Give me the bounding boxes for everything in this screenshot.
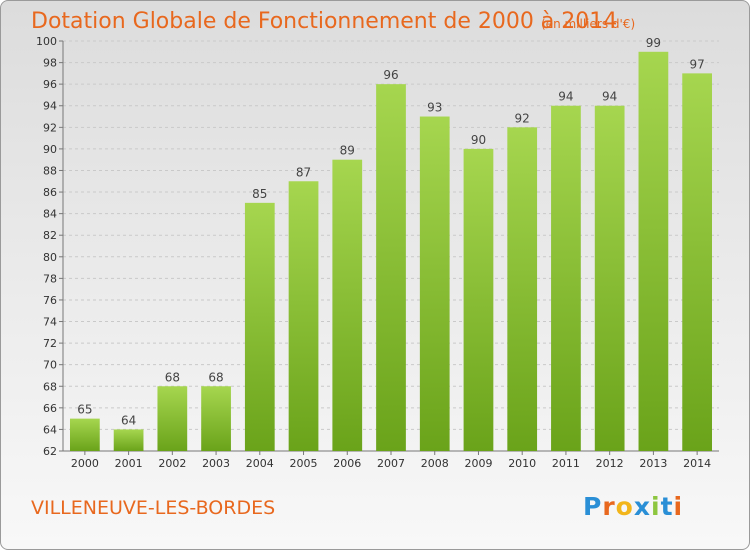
bar-value-label: 89	[340, 144, 355, 158]
y-tick-label: 100	[36, 35, 57, 48]
bar-value-label: 99	[646, 36, 661, 50]
logo-letter: P	[583, 492, 603, 521]
y-tick-label: 62	[43, 445, 57, 458]
bar	[113, 429, 144, 451]
x-tick-label: 2009	[464, 457, 492, 470]
logo-letter: i	[673, 492, 684, 521]
y-tick-label: 84	[43, 208, 57, 221]
chart-subtitle: (en milliers d'€)	[541, 17, 636, 31]
bar	[157, 386, 188, 451]
y-tick-label: 64	[43, 423, 57, 436]
y-tick-label: 88	[43, 164, 57, 177]
bar	[682, 73, 713, 452]
bar	[201, 386, 231, 451]
y-tick-label: 82	[43, 229, 57, 242]
bar-value-label: 94	[558, 90, 573, 104]
bar	[638, 51, 669, 451]
bar-value-label: 92	[515, 111, 530, 125]
x-tick-label: 2012	[596, 457, 624, 470]
x-tick-label: 2001	[115, 457, 143, 470]
y-tick-label: 86	[43, 186, 57, 199]
y-tick-label: 76	[43, 294, 57, 307]
bar	[507, 127, 538, 451]
bar	[288, 181, 319, 451]
bar	[463, 148, 494, 452]
chart-title: Dotation Globale de Fonctionnement de 20…	[31, 9, 618, 34]
x-tick-label: 2003	[202, 457, 230, 470]
y-tick-label: 70	[43, 359, 57, 372]
logo-letter: o	[615, 492, 634, 521]
bar-value-label: 85	[252, 187, 267, 201]
y-tick-label: 96	[43, 78, 57, 91]
x-tick-label: 2000	[71, 457, 99, 470]
x-tick-label: 2008	[421, 457, 449, 470]
y-tick-label: 66	[43, 402, 57, 415]
bar-value-label: 97	[689, 57, 704, 71]
bar	[551, 105, 581, 451]
bar-value-label: 68	[165, 370, 180, 384]
bar-value-label: 96	[383, 68, 398, 82]
bar	[419, 116, 450, 452]
y-tick-label: 98	[43, 57, 57, 70]
y-tick-label: 68	[43, 380, 57, 393]
y-tick-label: 94	[43, 100, 57, 113]
x-tick-label: 2005	[290, 457, 318, 470]
logo-letter: x	[633, 492, 651, 521]
x-tick-label: 2002	[158, 457, 186, 470]
logo-letter: r	[602, 492, 616, 521]
y-tick-label: 90	[43, 143, 57, 156]
bar-value-label: 94	[602, 90, 617, 104]
x-tick-label: 2010	[508, 457, 536, 470]
y-tick-label: 92	[43, 121, 57, 134]
y-tick-label: 74	[43, 316, 57, 329]
y-tick-label: 72	[43, 337, 57, 350]
x-tick-label: 2014	[683, 457, 711, 470]
bar	[376, 84, 406, 451]
logo-letter: t	[660, 492, 674, 521]
y-tick-label: 78	[43, 272, 57, 285]
bar-value-label: 64	[121, 413, 136, 427]
x-tick-label: 2013	[639, 457, 667, 470]
x-tick-label: 2011	[552, 457, 580, 470]
x-tick-label: 2006	[333, 457, 361, 470]
bar-value-label: 93	[427, 101, 442, 115]
y-tick-label: 80	[43, 251, 57, 264]
bar-value-label: 90	[471, 133, 486, 147]
commune-name: VILLENEUVE-LES-BORDES	[31, 497, 276, 519]
logo-letter: i	[651, 492, 661, 521]
bar	[244, 202, 275, 451]
bar-value-label: 87	[296, 165, 311, 179]
bar	[594, 105, 625, 451]
x-tick-label: 2004	[246, 457, 274, 470]
bar	[332, 159, 363, 451]
bar-value-label: 68	[208, 370, 223, 384]
bar	[69, 418, 100, 451]
x-tick-label: 2007	[377, 457, 405, 470]
proxiti-logo: Proxiti	[583, 492, 683, 521]
bar-value-label: 65	[77, 403, 92, 417]
